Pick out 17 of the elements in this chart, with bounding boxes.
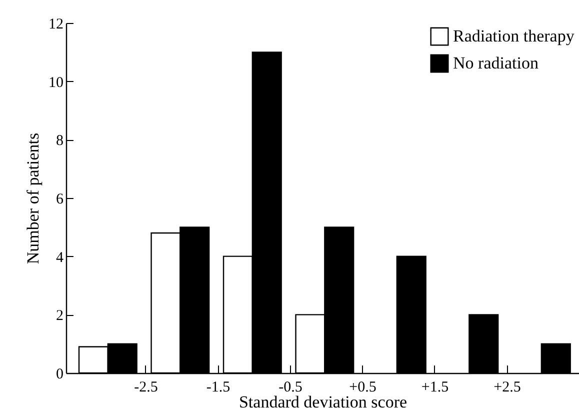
x-tick-label: +2.5 — [494, 380, 521, 396]
x-axis-title: Standard deviation score — [238, 392, 408, 412]
y-tick-label: 4 — [56, 250, 64, 266]
x-tick-label: -2.5 — [134, 380, 158, 396]
y-tick-label: 6 — [56, 192, 64, 208]
x-tick-label: -0.5 — [278, 380, 302, 396]
legend-label: Radiation therapy — [453, 26, 575, 46]
legend-label: No radiation — [453, 54, 539, 72]
y-tick-label: 10 — [48, 74, 64, 91]
y-tick-label: 0 — [56, 366, 64, 382]
x-tick-label: +0.5 — [349, 380, 376, 396]
x-tick-label: +1.5 — [421, 380, 449, 396]
y-tick-label: 2 — [56, 308, 64, 324]
y-tick-label: 12 — [48, 16, 64, 32]
y-axis-title: Number of patients — [24, 132, 42, 264]
y-tick-label: 8 — [56, 133, 64, 150]
x-tick-label: -1.5 — [206, 380, 230, 396]
